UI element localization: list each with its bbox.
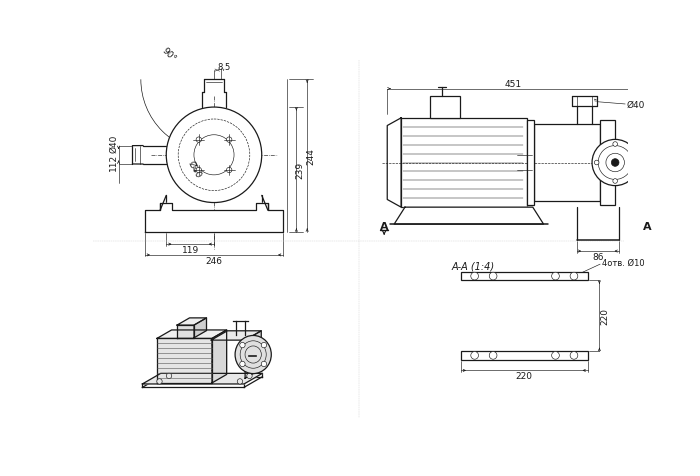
Polygon shape [142,374,262,384]
Polygon shape [194,318,206,338]
Circle shape [239,343,245,348]
Circle shape [167,108,262,203]
Text: 220: 220 [516,371,533,380]
Text: 220: 220 [601,307,609,325]
Polygon shape [177,326,194,338]
Polygon shape [145,203,284,232]
Circle shape [570,352,578,359]
Circle shape [489,273,497,280]
Circle shape [261,343,267,348]
Text: 119: 119 [181,246,199,255]
Bar [461,351,588,360]
Circle shape [261,361,267,367]
Circle shape [237,379,243,384]
Text: A-A (1:4): A-A (1:4) [452,261,494,271]
Ellipse shape [235,336,272,374]
Bar [461,272,588,281]
Text: A: A [643,221,652,231]
Circle shape [613,179,617,184]
Circle shape [594,161,599,166]
Text: 4отв. Ø10: 4отв. Ø10 [602,258,644,268]
Circle shape [570,273,578,280]
Circle shape [471,273,479,280]
Text: 244: 244 [307,148,316,165]
Polygon shape [394,208,543,225]
Circle shape [196,138,202,143]
Circle shape [227,138,232,143]
Text: Ø40: Ø40 [626,100,645,109]
Circle shape [613,142,617,147]
Text: Ø40: Ø40 [186,159,203,179]
Polygon shape [387,119,401,208]
Circle shape [196,168,202,173]
Circle shape [227,168,232,173]
Bar [600,121,615,206]
Text: 90°: 90° [160,46,178,63]
Circle shape [471,352,479,359]
Circle shape [552,273,559,280]
Bar [534,125,600,201]
Text: 246: 246 [206,256,223,265]
Polygon shape [177,318,206,326]
Text: Ø40: Ø40 [109,135,118,153]
Bar [526,121,534,206]
Polygon shape [157,330,227,339]
Bar [401,119,526,208]
Circle shape [489,352,497,359]
Text: 451: 451 [504,79,522,89]
Circle shape [239,361,245,367]
Circle shape [611,159,619,167]
Circle shape [247,374,252,379]
Polygon shape [245,331,261,378]
Text: 112: 112 [109,153,118,170]
Polygon shape [212,330,227,383]
Circle shape [631,161,636,166]
Bar [430,97,461,119]
Text: 239: 239 [295,161,304,178]
Polygon shape [157,339,212,383]
Circle shape [167,374,172,379]
Text: 8,5: 8,5 [218,63,230,71]
Text: 86: 86 [592,252,603,261]
Text: A: A [380,221,389,231]
Circle shape [552,352,559,359]
Polygon shape [211,331,261,340]
Circle shape [592,140,638,186]
Circle shape [157,379,162,384]
